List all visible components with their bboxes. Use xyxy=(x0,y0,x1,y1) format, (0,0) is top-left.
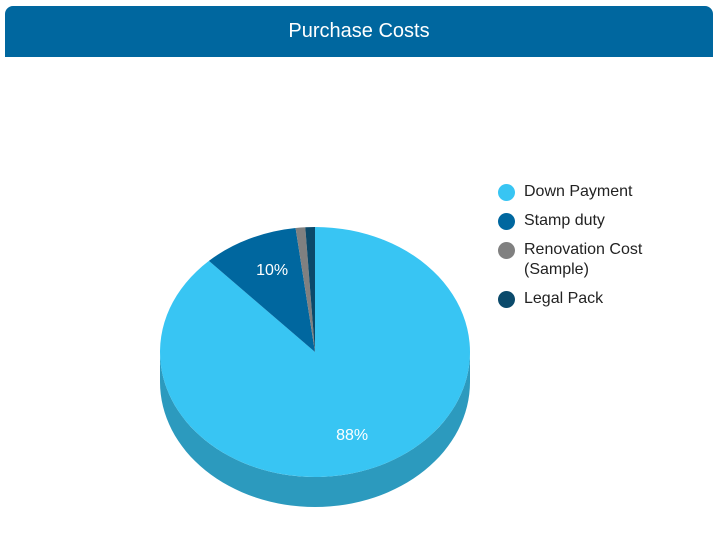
data-label: 88% xyxy=(336,427,368,444)
legend-label: Legal Pack xyxy=(524,290,604,307)
pie-slice xyxy=(305,227,315,352)
pie-slice xyxy=(160,227,471,478)
data-label: 10% xyxy=(256,262,288,279)
legend-swatch xyxy=(498,184,515,201)
legend-swatch xyxy=(498,291,515,308)
legend-item: Down Payment xyxy=(498,182,668,202)
pie-slice xyxy=(208,227,315,352)
pie-slice xyxy=(295,227,315,352)
pie-side xyxy=(160,352,470,507)
legend-item: Stamp duty xyxy=(498,211,668,231)
legend-swatch xyxy=(498,242,515,259)
legend-label: Stamp duty xyxy=(524,212,605,229)
legend-item: Legal Pack xyxy=(498,289,668,309)
legend-label: Down Payment xyxy=(524,183,633,200)
legend: Down Payment Stamp duty Renovation Cost (S… xyxy=(498,182,668,318)
legend-label: Renovation Cost (Sample) xyxy=(524,241,643,278)
chart-title: Purchase Costs xyxy=(5,6,713,57)
legend-swatch xyxy=(498,213,515,230)
legend-item: Renovation Cost (Sample) xyxy=(498,240,668,280)
